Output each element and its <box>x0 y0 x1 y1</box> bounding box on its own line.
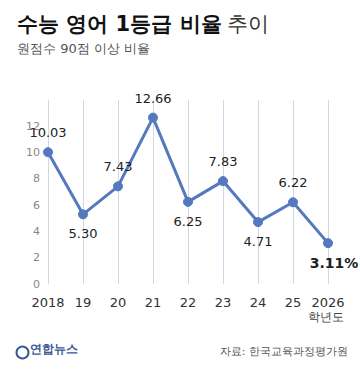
svg-text:2026: 2026 <box>311 295 344 310</box>
svg-text:22: 22 <box>180 295 197 310</box>
svg-text:0: 0 <box>33 278 40 291</box>
svg-text:24: 24 <box>250 295 267 310</box>
svg-text:19: 19 <box>75 295 92 310</box>
svg-text:3.11%: 3.11% <box>310 255 359 271</box>
svg-text:12.66: 12.66 <box>134 91 171 106</box>
svg-text:8: 8 <box>33 172 40 185</box>
svg-text:2: 2 <box>33 251 40 264</box>
svg-text:학년도: 학년도 <box>308 310 344 324</box>
svg-text:6: 6 <box>33 199 40 212</box>
svg-text:2018: 2018 <box>31 295 64 310</box>
svg-text:7.43: 7.43 <box>104 159 133 174</box>
svg-text:23: 23 <box>215 295 232 310</box>
svg-text:10.03: 10.03 <box>29 125 66 140</box>
svg-text:4.71: 4.71 <box>244 234 273 249</box>
svg-text:원점수 90점 이상 비율: 원점수 90점 이상 비율 <box>17 41 150 56</box>
svg-text:자료: 한국교육과정평가원: 자료: 한국교육과정평가원 <box>220 345 348 358</box>
svg-text:10: 10 <box>26 146 40 159</box>
svg-text:5.30: 5.30 <box>69 226 98 241</box>
svg-text:4: 4 <box>33 225 40 238</box>
svg-text:6.25: 6.25 <box>174 214 203 229</box>
svg-text:6.22: 6.22 <box>279 175 308 190</box>
svg-text:연합뉴스: 연합뉴스 <box>30 342 78 356</box>
svg-text:수능 영어 1등급 비율: 수능 영어 1등급 비율 <box>17 12 222 36</box>
svg-text:추이: 추이 <box>227 12 269 36</box>
svg-text:21: 21 <box>145 295 162 310</box>
svg-text:20: 20 <box>110 295 127 310</box>
svg-text:7.83: 7.83 <box>209 154 238 169</box>
svg-text:25: 25 <box>285 295 302 310</box>
